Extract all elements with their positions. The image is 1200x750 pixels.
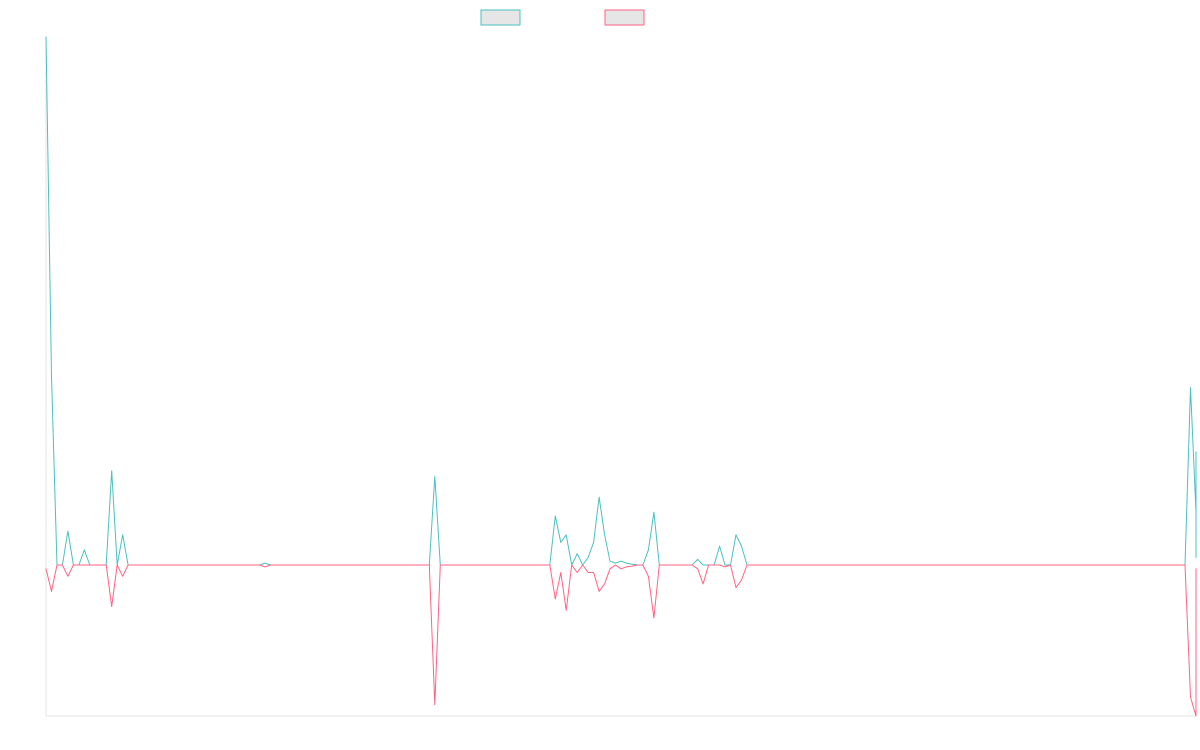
series-line-a — [45, 36, 1197, 566]
legend-swatch-series-b[interactable] — [604, 9, 645, 26]
series-layer — [45, 36, 1197, 717]
legend-swatch-series-a[interactable] — [480, 9, 521, 26]
axes — [45, 36, 1196, 717]
legend — [480, 9, 645, 26]
series-line-b — [45, 564, 1197, 717]
